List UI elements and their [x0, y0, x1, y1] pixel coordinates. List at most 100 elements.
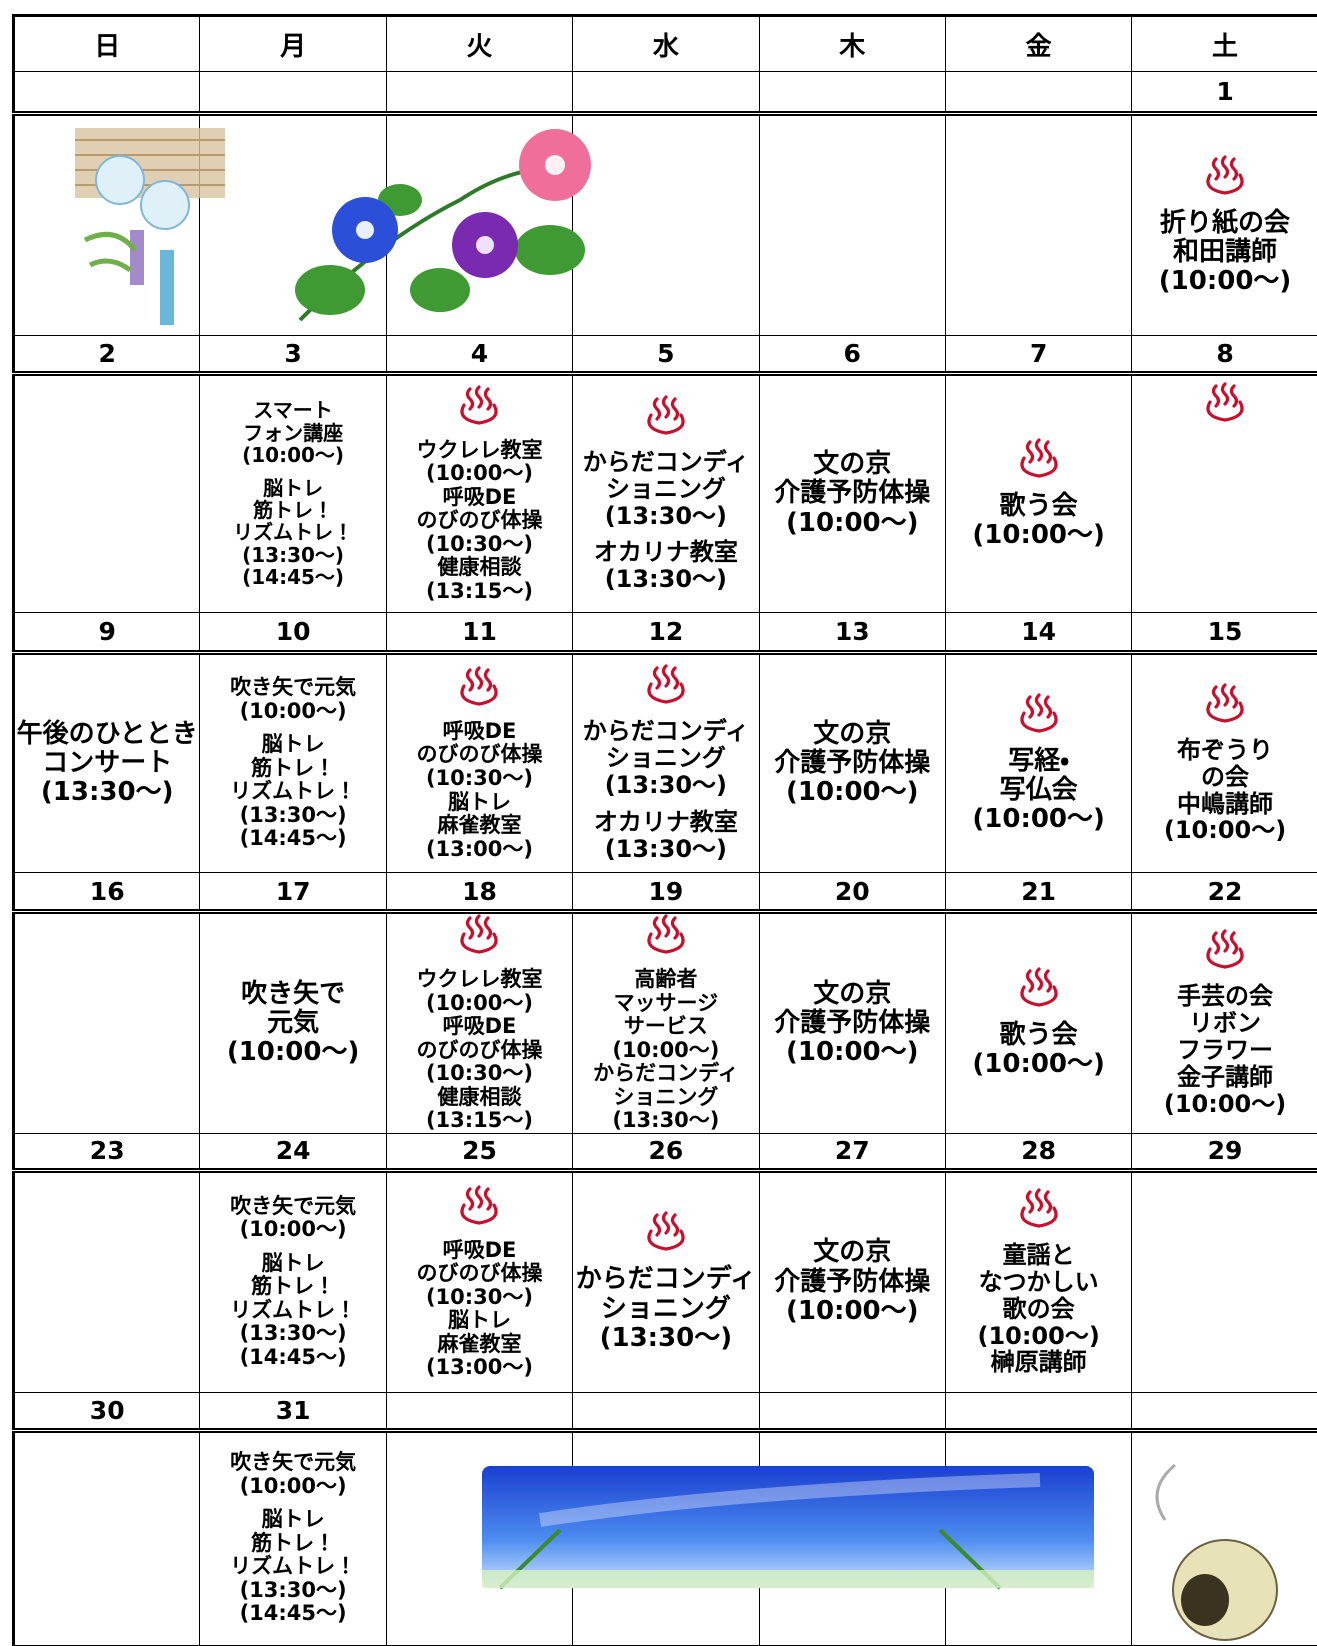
day-cell: [1132, 1170, 1317, 1392]
date-cell: 21: [945, 873, 1131, 912]
event-line: リボン: [1132, 1010, 1317, 1037]
content-row: スマートフォン講座(10:00～)脳トレ筋トレ！リズムトレ！(13:30～)(1…: [14, 374, 1317, 613]
event-line: 麻雀教室: [387, 814, 572, 838]
event-block: 布ぞうりの会中嶋講師(10:00～): [1132, 737, 1317, 845]
weekday-header: 月: [200, 16, 386, 72]
day-cell: 文の京介護予防体操(10:00～): [759, 374, 945, 613]
date-cell: 23: [14, 1133, 200, 1170]
event-line: 中嶋講師: [1132, 791, 1317, 818]
date-cell: 29: [1132, 1133, 1317, 1170]
event-block: 写経・写仏会(10:00～): [946, 747, 1131, 834]
day-cell: [573, 114, 759, 336]
event-block: 吹き矢で元気(10:00～): [200, 1451, 385, 1498]
event-line: リズムトレ！: [200, 1299, 385, 1323]
event-block: からだコンディショニング(13:30～): [573, 449, 758, 530]
day-cell: 手芸の会リボンフラワー金子講師(10:00～): [1132, 912, 1317, 1134]
day-cell: [14, 1430, 200, 1645]
event-line: のびのび体操: [387, 743, 572, 767]
event-line: 健康相談: [387, 1086, 572, 1110]
event-block: 吹き矢で元気(10:00～): [200, 1195, 385, 1242]
event-line: 筋トレ！: [200, 1532, 385, 1556]
content-row: 吹き矢で元気(10:00～)脳トレ筋トレ！リズムトレ！(13:30～)(14:4…: [14, 1170, 1317, 1392]
event-line: (13:30～): [573, 566, 758, 593]
event-line: 脳トレ: [387, 1309, 572, 1333]
event-block: 吹き矢で元気(10:00～): [200, 676, 385, 723]
date-cell: 5: [573, 336, 759, 374]
event-line: (13:30～): [15, 778, 199, 807]
date-cell: 16: [14, 873, 200, 912]
event-line: 脳トレ: [200, 477, 385, 499]
date-cell: 25: [386, 1133, 572, 1170]
day-cell: 歌う会(10:00～): [945, 374, 1131, 613]
day-cell: 吹き矢で元気(10:00～)脳トレ筋トレ！リズムトレ！(13:30～)(14:4…: [200, 1170, 386, 1392]
date-cell: 20: [759, 873, 945, 912]
event-block: 文の京介護予防体操(10:00～): [760, 450, 945, 537]
day-cell: [14, 912, 200, 1134]
event-line: (10:00～): [1132, 817, 1317, 844]
onsen-icon: [455, 666, 503, 710]
day-cell: [14, 374, 200, 613]
event-line: からだコンディ: [573, 449, 758, 476]
event-line: (10:30～): [387, 1062, 572, 1086]
event-block: オカリナ教室(13:30～): [573, 809, 758, 863]
event-line: 呼吸DE: [387, 1015, 572, 1039]
day-cell: [945, 1430, 1131, 1645]
date-cell: 17: [200, 873, 386, 912]
event-line: (10:00～): [573, 1039, 758, 1063]
event-line: 金子講師: [1132, 1064, 1317, 1091]
day-cell: からだコンディショニング(13:30～): [573, 1170, 759, 1392]
event-line: 童謡と: [946, 1242, 1131, 1269]
event-line: (10:00～): [1132, 267, 1317, 296]
date-cell: [386, 1392, 572, 1430]
day-cell: [759, 114, 945, 336]
date-cell: 2: [14, 336, 200, 374]
event-block: からだコンディショニング(13:30～): [573, 1265, 758, 1352]
day-cell: 吹き矢で元気(10:00～): [200, 912, 386, 1134]
event-block: 歌う会(10:00～): [946, 1021, 1131, 1079]
event-line: 吹き矢で: [200, 980, 385, 1009]
event-line: (10:30～): [387, 1286, 572, 1310]
event-line: (10:00～): [387, 992, 572, 1016]
event-line: (10:00～): [760, 1038, 945, 1067]
event-block: 折り紙の会和田講師(10:00～): [1132, 209, 1317, 296]
event-line: 折り紙の会: [1132, 209, 1317, 238]
date-cell: 24: [200, 1133, 386, 1170]
event-line: リズムトレ！: [200, 1555, 385, 1579]
event-line: (10:00～): [946, 805, 1131, 834]
event-line: ウクレレ教室: [387, 439, 572, 463]
event-line: 午後のひととき: [15, 720, 199, 749]
event-line: 文の京: [760, 720, 945, 749]
event-line: (13:00～): [387, 1356, 572, 1380]
onsen-icon: [1015, 693, 1063, 737]
date-cell: 22: [1132, 873, 1317, 912]
event-block: 手芸の会リボンフラワー金子講師(10:00～): [1132, 983, 1317, 1117]
onsen-icon: [1015, 1188, 1063, 1232]
onsen-icon: [1201, 929, 1249, 973]
day-cell: [200, 114, 386, 336]
event-block: 童謡となつかしい歌の会(10:00～)榊原講師: [946, 1242, 1131, 1376]
event-block: からだコンディショニング(13:30～): [573, 718, 758, 799]
event-line: 文の京: [760, 1238, 945, 1267]
day-cell: 童謡となつかしい歌の会(10:00～)榊原講師: [945, 1170, 1131, 1392]
onsen-icon: [1201, 155, 1249, 199]
onsen-icon: [1015, 967, 1063, 1011]
day-cell: 歌う会(10:00～): [945, 912, 1131, 1134]
weekday-header: 土: [1132, 16, 1317, 72]
event-line: 写経・: [946, 747, 1131, 776]
day-cell: 吹き矢で元気(10:00～)脳トレ筋トレ！リズムトレ！(13:30～)(14:4…: [200, 1430, 386, 1645]
date-cell: 11: [386, 613, 572, 653]
event-line: なつかしい: [946, 1269, 1131, 1296]
event-block: 歌う会(10:00～): [946, 492, 1131, 550]
date-cell: 4: [386, 336, 572, 374]
event-line: (13:30～): [573, 836, 758, 863]
event-line: (10:00～): [760, 778, 945, 807]
onsen-icon: [1201, 382, 1249, 426]
event-line: からだコンディ: [573, 1062, 758, 1086]
event-line: (14:45～): [200, 1346, 385, 1370]
event-line: 呼吸DE: [387, 1239, 572, 1263]
date-cell: 8: [1132, 336, 1317, 374]
event-line: (14:45～): [200, 566, 385, 588]
